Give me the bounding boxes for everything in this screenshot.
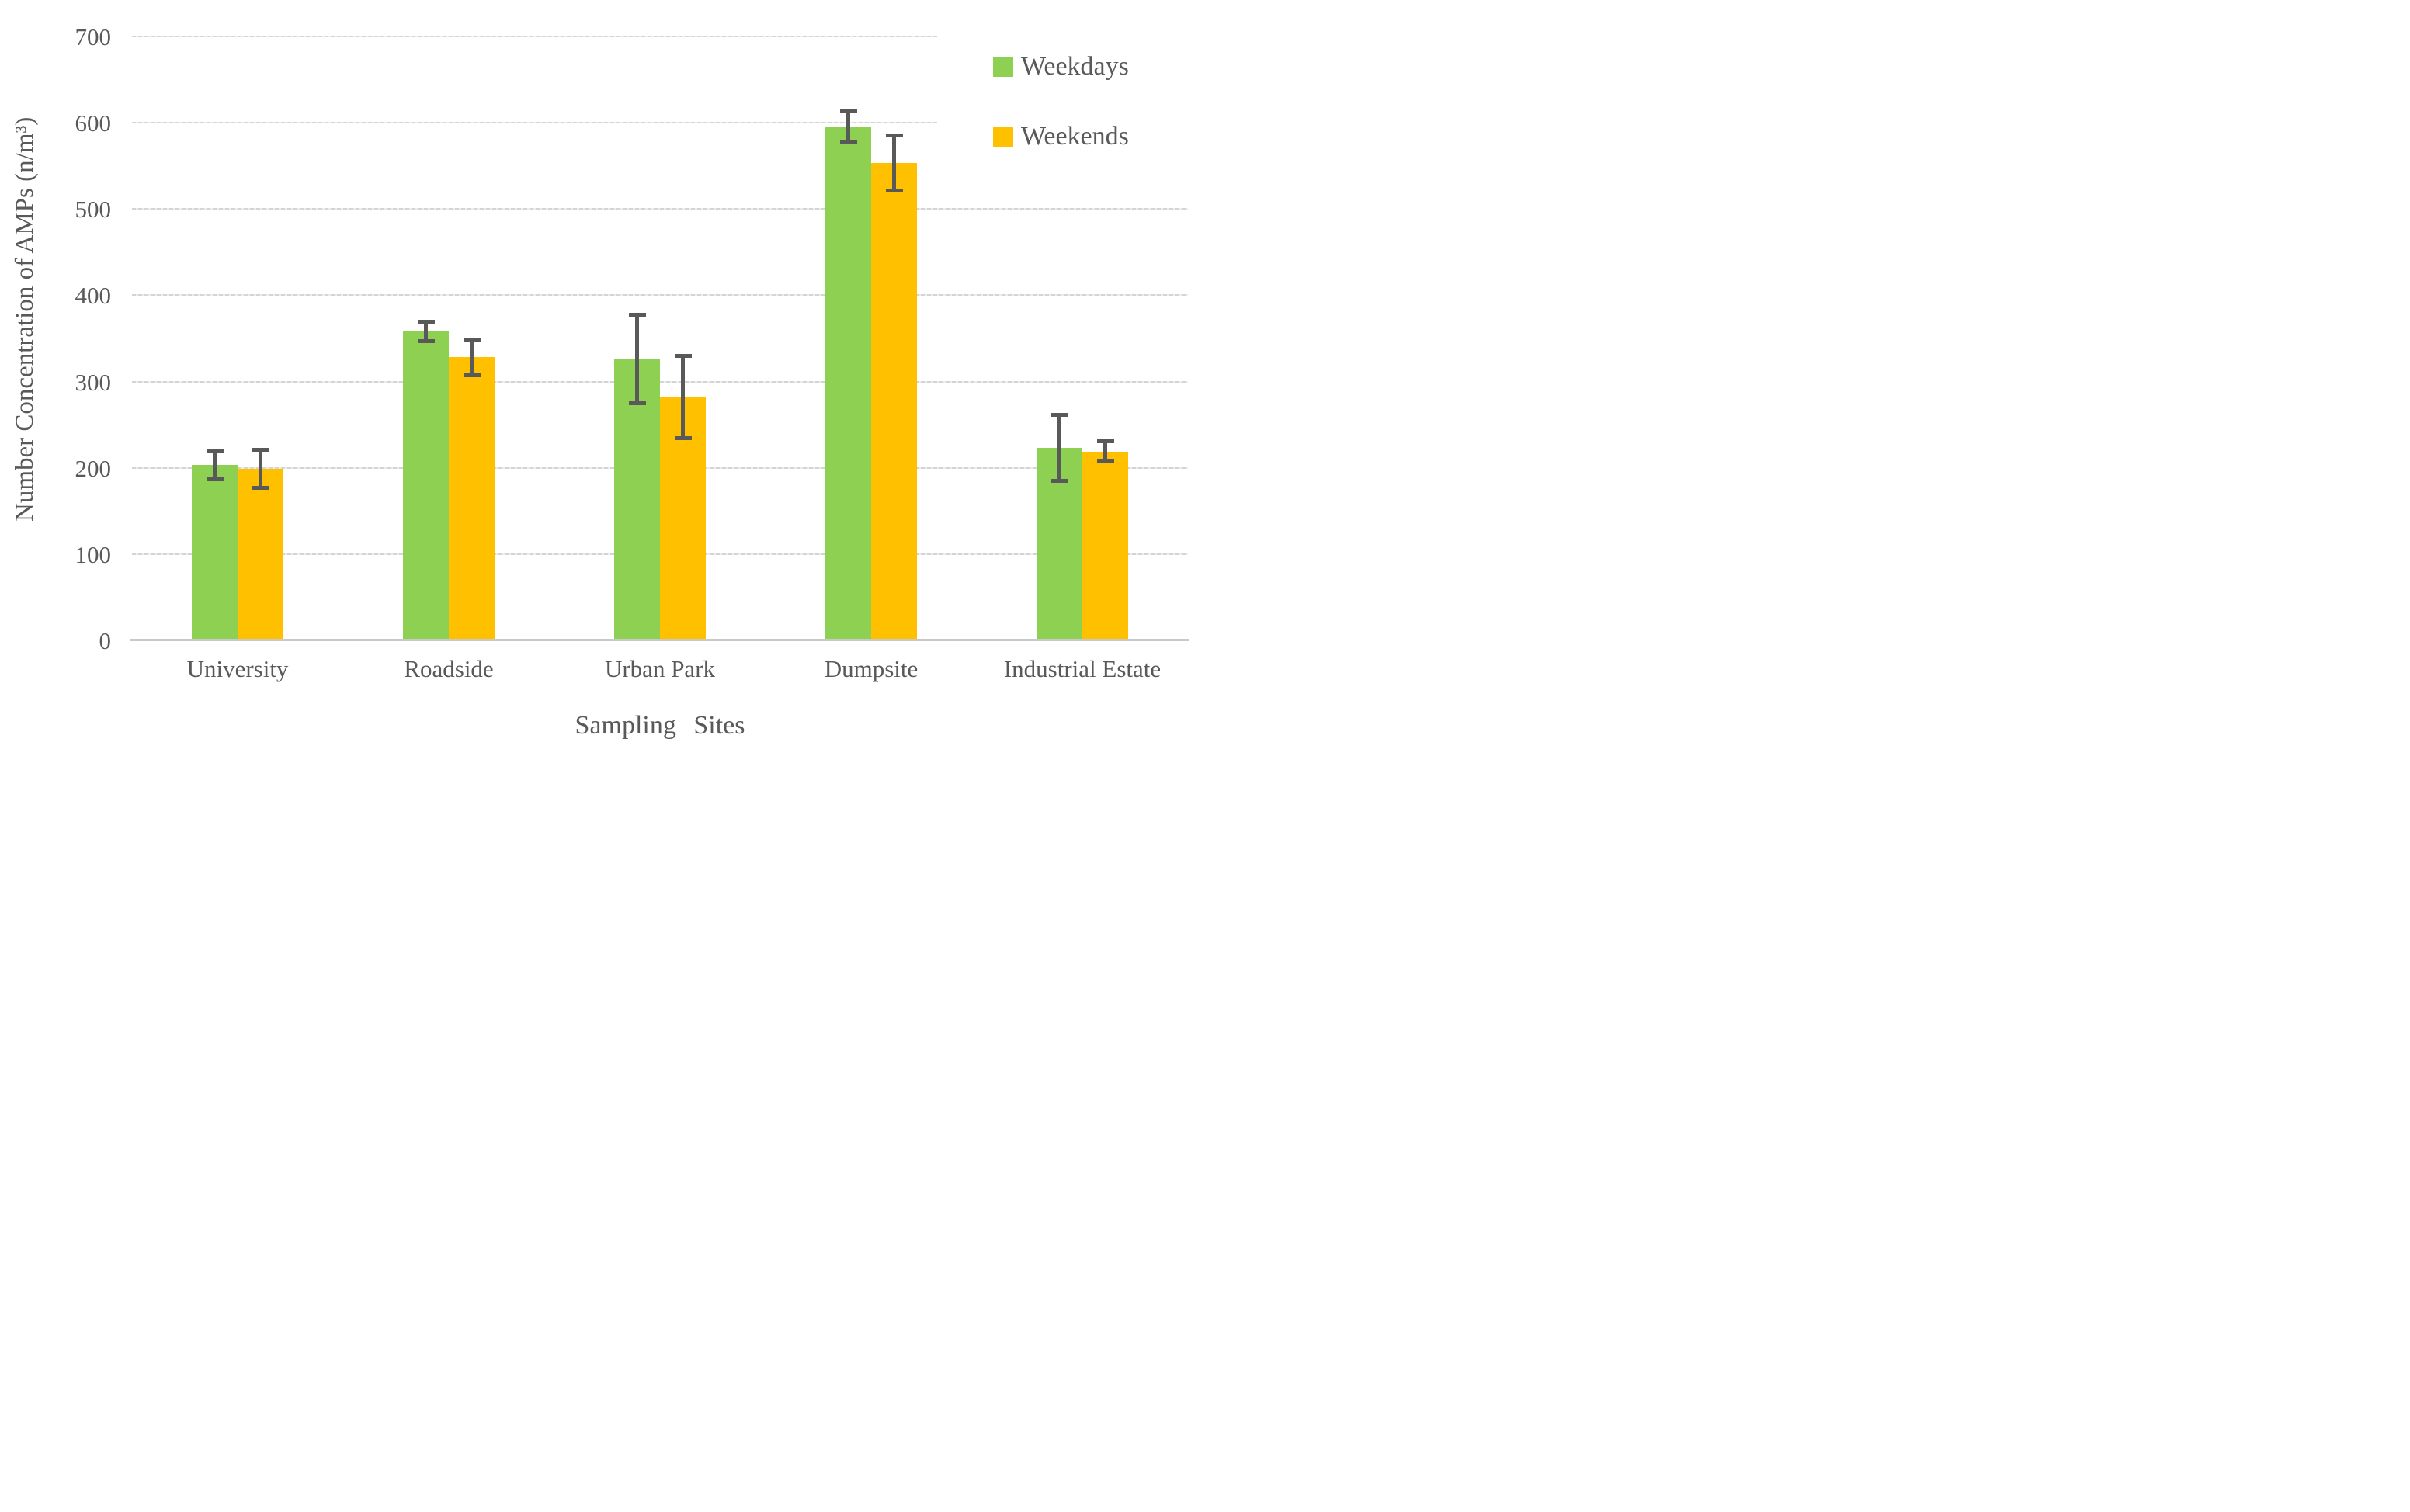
x-category-label: Dumpsite	[824, 655, 919, 682]
error-bar	[1096, 459, 1114, 464]
y-tick-label: 200	[75, 454, 112, 482]
bar-chart: Number Concentration of AMPs (n/m³) 0 100…	[0, 0, 1205, 756]
weekdays-bar-dumpsite	[825, 127, 871, 640]
weekdays-swatch-icon	[993, 57, 1013, 77]
error-bar	[417, 338, 435, 343]
y-tick-label: 300	[75, 368, 112, 396]
error-bar	[463, 337, 481, 342]
error-bar	[674, 436, 692, 441]
error-bar	[1050, 413, 1068, 418]
y-tick-label: 400	[75, 282, 112, 310]
y-tick-label: 100	[75, 540, 112, 568]
error-bar	[252, 447, 269, 452]
x-axis-line	[130, 639, 1189, 641]
weekends-bar-dumpsite	[871, 163, 917, 640]
gridline	[132, 208, 1188, 210]
legend-label-weekdays: Weekdays	[1021, 52, 1129, 81]
y-tick-label: 700	[75, 23, 112, 50]
error-bar	[252, 485, 269, 490]
plot-area	[132, 36, 1188, 640]
x-category-label: Industrial Estate	[1003, 655, 1162, 682]
error-bar	[635, 314, 639, 404]
weekends-bar-roadside	[449, 357, 495, 640]
error-bar	[892, 135, 896, 191]
error-bar	[213, 451, 217, 480]
error-bar	[424, 321, 428, 342]
error-bar	[628, 313, 646, 317]
gridline	[132, 122, 937, 124]
y-tick-label: 600	[75, 109, 112, 137]
error-bar	[628, 401, 646, 405]
error-bar	[839, 140, 857, 145]
weekdays-bar-university	[192, 465, 238, 640]
weekends-swatch-icon	[993, 127, 1013, 147]
y-tick-label: 500	[75, 196, 112, 224]
x-category-label: Urban Park	[604, 655, 716, 682]
error-bar	[470, 339, 474, 376]
x-category-label: Roadside	[404, 655, 494, 682]
x-axis-title: Sampling Sites	[575, 711, 745, 740]
gridline	[132, 36, 937, 37]
legend-item-weekends: Weekends	[993, 116, 1129, 157]
legend: Weekdays Weekends	[993, 47, 1129, 186]
error-bar	[206, 477, 224, 481]
error-bar	[846, 111, 850, 143]
error-bar	[1050, 478, 1068, 483]
error-bar	[463, 373, 481, 378]
error-bar	[1096, 439, 1114, 443]
legend-item-weekdays: Weekdays	[993, 47, 1129, 87]
gridline	[132, 294, 1188, 297]
weekends-bar-university	[238, 468, 283, 640]
weekdays-bar-urban-park	[614, 359, 660, 640]
error-bar	[259, 449, 262, 488]
y-tick-label: 0	[99, 627, 112, 654]
error-bar	[674, 353, 692, 358]
error-bar	[681, 355, 685, 439]
error-bar	[885, 134, 903, 138]
error-bar	[206, 449, 224, 454]
error-bar	[417, 320, 435, 324]
error-bar	[885, 189, 903, 193]
error-bar	[1103, 441, 1107, 462]
error-bar	[1057, 414, 1061, 481]
x-category-label: University	[186, 655, 289, 682]
gridline	[132, 380, 1188, 383]
weekdays-bar-roadside	[403, 331, 449, 640]
legend-label-weekends: Weekends	[1021, 122, 1129, 151]
error-bar	[839, 109, 857, 114]
weekends-bar-industrial-estate	[1082, 451, 1128, 640]
